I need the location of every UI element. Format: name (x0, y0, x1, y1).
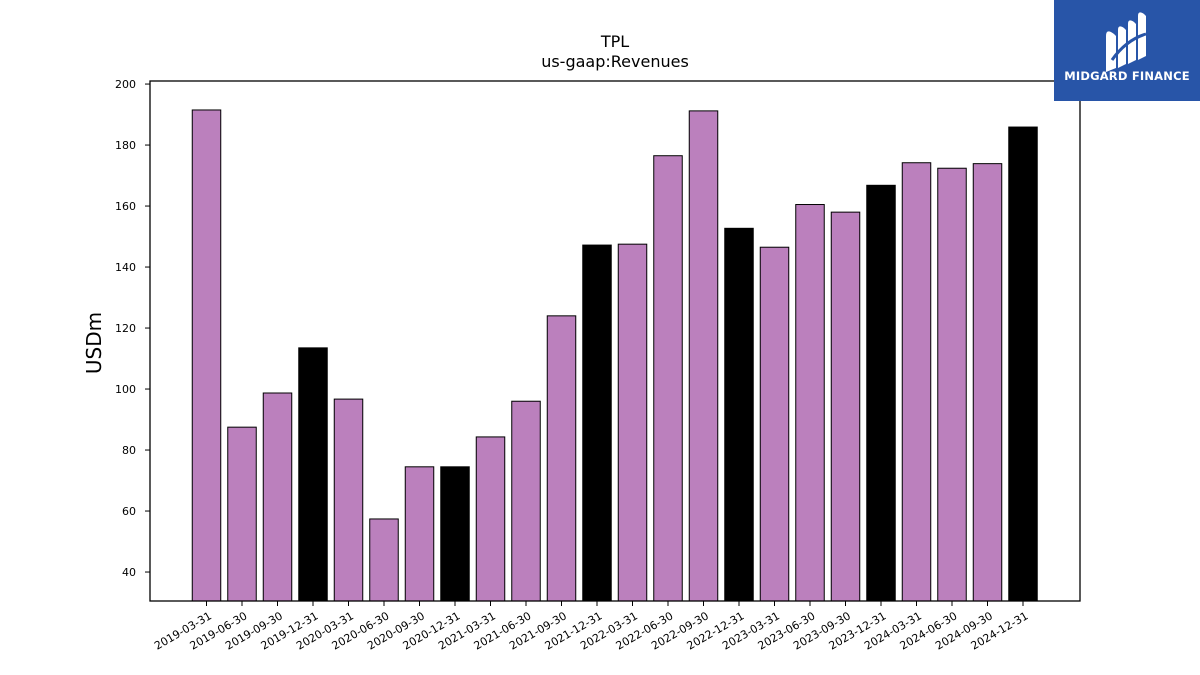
plot-frame (149, 80, 1081, 602)
bar-2020-06-30 (369, 518, 399, 602)
bar-2020-03-31 (333, 398, 364, 602)
chart-subtitle: us-gaap:Revenues (541, 52, 689, 71)
bar-2019-09-30 (262, 392, 293, 602)
bar-2021-03-31 (475, 436, 506, 602)
bar-2022-12-31 (724, 227, 754, 602)
y-tick-label: 80 (122, 444, 136, 457)
bar-2019-06-30 (227, 426, 257, 602)
bar-2024-06-30 (937, 167, 967, 602)
bar-2020-09-30 (404, 466, 435, 602)
bar-2022-09-30 (688, 110, 719, 602)
midgard-logo-icon (1106, 12, 1147, 72)
bar-2024-12-31 (1008, 126, 1038, 602)
midgard-finance-logo: MIDGARD FINANCE (1054, 0, 1200, 101)
bar-2021-06-30 (511, 400, 541, 602)
chart-title: TPL (600, 32, 630, 51)
y-tick-label: 140 (115, 261, 136, 274)
bar-2023-06-30 (795, 204, 825, 602)
y-axis-label: USDm (82, 312, 106, 374)
y-tick-label: 120 (115, 322, 136, 335)
y-tick-label: 40 (122, 566, 136, 579)
bar-2019-12-31 (298, 347, 328, 602)
logo-text: MIDGARD FINANCE (1064, 69, 1190, 83)
y-tick-label: 180 (115, 139, 136, 152)
bar-2022-03-31 (617, 243, 648, 602)
bar-2021-09-30 (546, 315, 577, 602)
bar-2020-12-31 (440, 466, 470, 602)
bar-2022-06-30 (653, 155, 683, 602)
y-tick-label: 100 (115, 383, 136, 396)
y-tick-label: 60 (122, 505, 136, 518)
y-tick-label: 160 (115, 200, 136, 213)
bar-2023-12-31 (866, 184, 896, 602)
bar-2024-09-30 (972, 163, 1003, 602)
bar-2021-12-31 (582, 244, 612, 602)
bar-2024-03-31 (901, 162, 932, 602)
bar-2023-03-31 (759, 246, 790, 602)
y-tick-label: 200 (115, 78, 136, 91)
bar-2023-09-30 (830, 211, 861, 602)
bar-2019-03-31 (191, 109, 222, 602)
